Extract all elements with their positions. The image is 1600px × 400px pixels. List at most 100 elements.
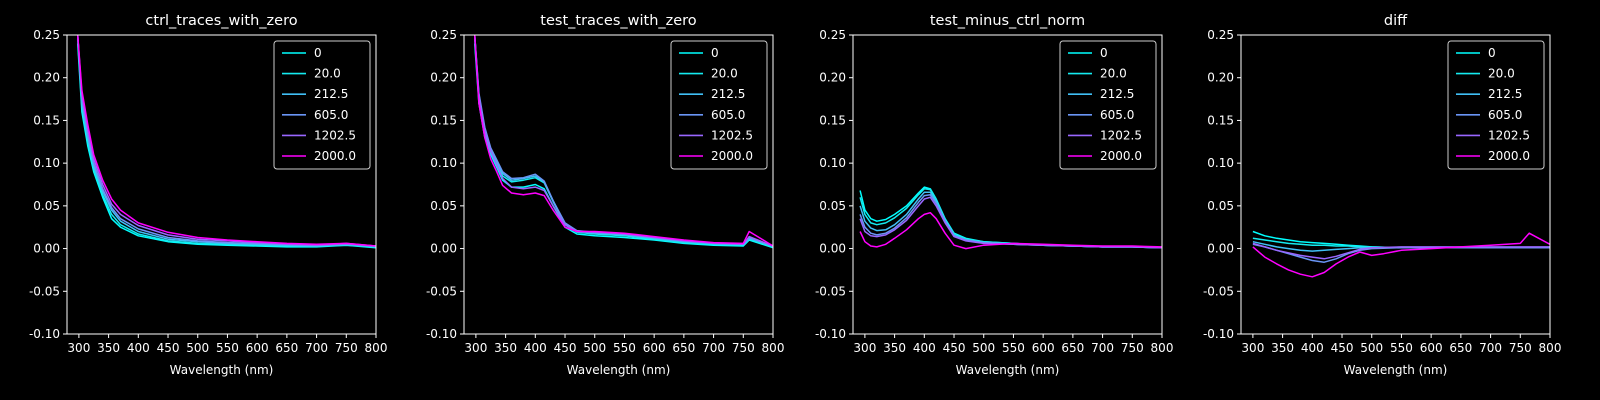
y-tick-label: 0.25 xyxy=(819,28,846,42)
y-tick-label: -0.10 xyxy=(29,327,60,341)
series-line-1202.5 xyxy=(473,35,773,247)
x-tick-label: 550 xyxy=(1002,341,1025,355)
series-line-0 xyxy=(859,186,1162,249)
y-tick-label: -0.05 xyxy=(426,284,457,298)
legend-item: 212.5 xyxy=(1456,87,1522,101)
y-tick-label: -0.05 xyxy=(815,284,846,298)
series-line-1202.5 xyxy=(859,196,1162,249)
legend-item: 605.0 xyxy=(1456,108,1522,122)
x-tick-label: 750 xyxy=(335,341,358,355)
legend-label: 0 xyxy=(1488,46,1496,60)
legend-label: 20.0 xyxy=(1488,67,1515,81)
legend: 0 20.0 212.5 605.0 1202.5 2000.0 xyxy=(670,40,768,170)
legend-label: 2000.0 xyxy=(1488,149,1530,163)
x-tick-label: 500 xyxy=(186,341,209,355)
x-tick-label: 750 xyxy=(1509,341,1532,355)
x-tick-label: 450 xyxy=(1331,341,1354,355)
x-tick-label: 400 xyxy=(1301,341,1324,355)
series-line-1202.5 xyxy=(76,35,376,247)
legend-label: 20.0 xyxy=(711,67,738,81)
legend-label: 605.0 xyxy=(314,108,348,122)
y-tick-label: 0.10 xyxy=(430,156,457,170)
y-tick-label: 0.00 xyxy=(1207,242,1234,256)
x-tick-label: 700 xyxy=(702,341,725,355)
legend-item: 2000.0 xyxy=(282,149,356,163)
series-line-2000.0 xyxy=(859,211,1162,250)
axes-frame xyxy=(463,34,774,335)
x-tick-label: 350 xyxy=(1271,341,1294,355)
x-tick-label: 450 xyxy=(157,341,180,355)
x-axis-label: Wavelength (nm) xyxy=(567,363,671,377)
legend-item: 20.0 xyxy=(1456,67,1515,81)
y-tick-label: -0.10 xyxy=(426,327,457,341)
x-axis-label: Wavelength (nm) xyxy=(956,363,1060,377)
legend-item: 0 xyxy=(282,46,322,60)
x-tick-label: 300 xyxy=(67,341,90,355)
x-tick-label: 750 xyxy=(1121,341,1144,355)
x-tick-label: 700 xyxy=(1091,341,1114,355)
legend-item: 2000.0 xyxy=(1456,149,1530,163)
legend-item: 605.0 xyxy=(1068,108,1134,122)
x-tick-label: 800 xyxy=(762,341,785,355)
y-tick-label: 0.10 xyxy=(33,156,60,170)
legend-item: 212.5 xyxy=(1068,87,1134,101)
legend-item: 20.0 xyxy=(282,67,341,81)
y-tick-label: 0.20 xyxy=(819,71,846,85)
x-tick-label: 550 xyxy=(613,341,636,355)
legend-label: 0 xyxy=(711,46,719,60)
y-tick-label: 0.20 xyxy=(1207,71,1234,85)
legend-label: 0 xyxy=(1100,46,1108,60)
legend-label: 605.0 xyxy=(1488,108,1522,122)
y-tick-label: 0.15 xyxy=(430,113,457,127)
series-line-0 xyxy=(1252,230,1550,249)
x-tick-label: 500 xyxy=(583,341,606,355)
x-tick-label: 800 xyxy=(1151,341,1174,355)
legend-item: 605.0 xyxy=(282,108,348,122)
legend-label: 2000.0 xyxy=(1100,149,1142,163)
legend-label: 1202.5 xyxy=(1488,128,1530,142)
series-line-2000.0 xyxy=(473,35,773,247)
legend-label: 1202.5 xyxy=(314,128,356,142)
legend-label: 1202.5 xyxy=(1100,128,1142,142)
axes-frame xyxy=(66,34,377,335)
legend-label: 212.5 xyxy=(314,87,348,101)
x-tick-label: 600 xyxy=(643,341,666,355)
subplot-4: diff 300 350 400 450 500 550 600 650 700 750 800 -0.… xyxy=(1203,13,1562,377)
chart-title: ctrl_traces_with_zero xyxy=(145,13,297,29)
series-line-212.5 xyxy=(859,191,1162,249)
legend-label: 20.0 xyxy=(314,67,341,81)
y-tick-label: -0.10 xyxy=(815,327,846,341)
subplot-3: test_minus_ctrl_norm 300 350 400 450 500 550 60… xyxy=(815,13,1174,377)
x-tick-label: 700 xyxy=(305,341,328,355)
x-tick-label: 650 xyxy=(672,341,695,355)
y-tick-label: 0.00 xyxy=(819,242,846,256)
x-axis-label: Wavelength (nm) xyxy=(170,363,274,377)
series-line-2000.0 xyxy=(76,35,376,247)
legend-item: 0 xyxy=(1456,46,1496,60)
legend-item: 2000.0 xyxy=(1068,149,1142,163)
x-tick-label: 550 xyxy=(216,341,239,355)
legend-item: 1202.5 xyxy=(679,128,753,142)
x-tick-label: 550 xyxy=(1390,341,1413,355)
x-tick-label: 750 xyxy=(732,341,755,355)
y-tick-label: 0.25 xyxy=(430,28,457,42)
legend-label: 2000.0 xyxy=(711,149,753,163)
y-tick-label: 0.15 xyxy=(33,113,60,127)
x-tick-label: 350 xyxy=(494,341,517,355)
x-tick-label: 300 xyxy=(853,341,876,355)
x-tick-label: 300 xyxy=(1241,341,1264,355)
x-tick-label: 300 xyxy=(464,341,487,355)
series-line-2000.0 xyxy=(1252,232,1550,278)
y-tick-label: 0.20 xyxy=(430,71,457,85)
legend-item: 0 xyxy=(679,46,719,60)
y-tick-label: 0.10 xyxy=(1207,156,1234,170)
x-tick-label: 600 xyxy=(246,341,269,355)
x-tick-label: 600 xyxy=(1032,341,1055,355)
y-tick-label: -0.10 xyxy=(1203,327,1234,341)
y-tick-label: 0.20 xyxy=(33,71,60,85)
legend-item: 1202.5 xyxy=(1068,128,1142,142)
axes-frame xyxy=(852,34,1163,335)
y-tick-label: 0.05 xyxy=(430,199,457,213)
y-tick-label: 0.15 xyxy=(1207,113,1234,127)
legend-item: 0 xyxy=(1068,46,1108,60)
